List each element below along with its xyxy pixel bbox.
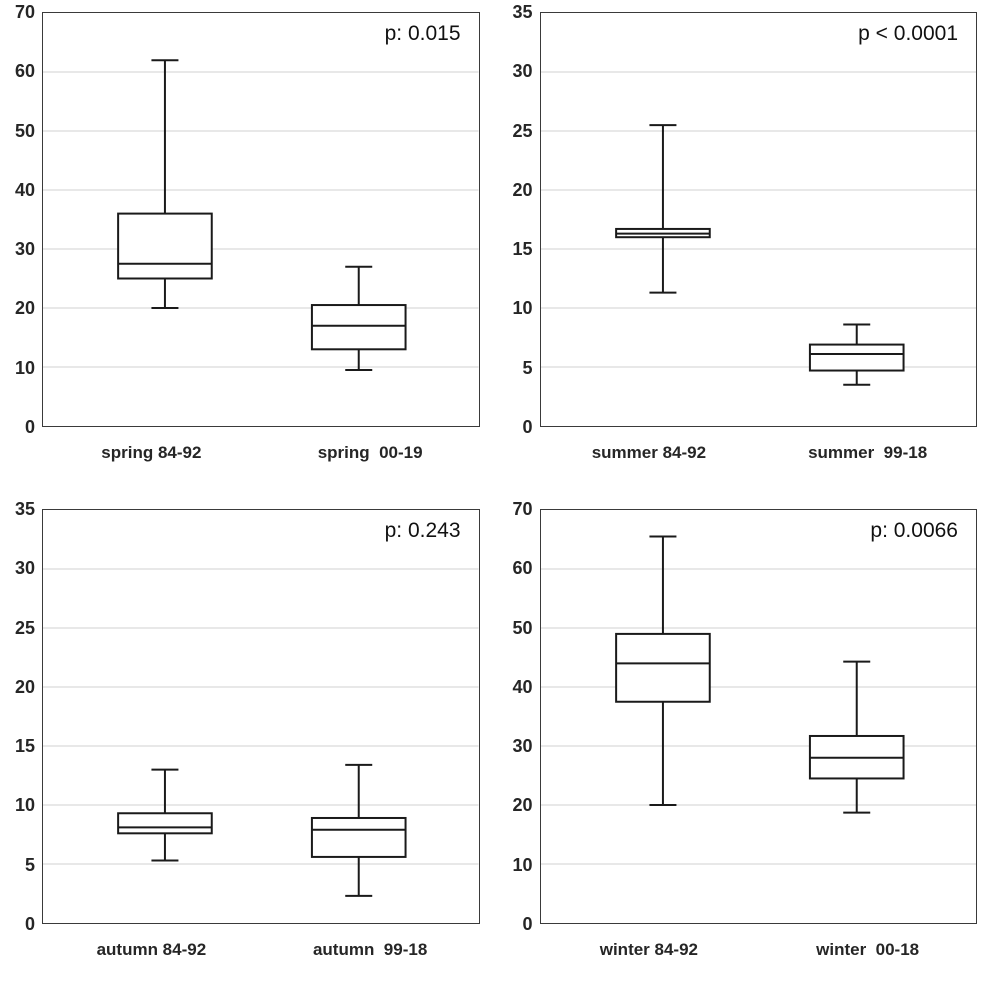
y-axis-winter: 0 10 20 30 40 50 60 70: [500, 499, 540, 934]
category-label: summer 84-92: [591, 443, 707, 462]
category-label: spring 84-92: [101, 443, 202, 462]
p-value-label: p: 0.015: [384, 22, 461, 45]
y-tick-label: 25: [512, 120, 533, 141]
y-tick-label: 35: [14, 499, 35, 519]
boxplot-panel-spring: 0 10 20 30 40 50 60 70 p: 0.015 spring 84-92 sp…: [0, 0, 498, 497]
y-axis-autumn: 0 5 10 15 20 25 30 35: [2, 499, 42, 934]
boxplot-svg-winter: [540, 535, 976, 865]
plot-area-autumn: p: 0.243: [42, 509, 480, 924]
y-tick-label: 5: [24, 854, 35, 875]
y-tick-label: 30: [14, 558, 35, 579]
y-tick-label: 25: [14, 617, 35, 638]
y-tick-label: 10: [512, 298, 533, 319]
boxplot-panel-winter: 0 10 20 30 40 50 60 70 p: 0.0066 winter 84-92 w…: [498, 497, 995, 994]
category-label: winter 00-18: [816, 940, 920, 959]
y-tick-label: 70: [512, 499, 533, 519]
y-tick-label: 20: [512, 795, 533, 816]
boxplot-svg-summer: [540, 71, 976, 386]
y-tick-label: 35: [512, 2, 533, 22]
y-tick-label: 0: [24, 417, 35, 437]
x-axis-summer: summer 84-92 summer 99-18: [540, 427, 978, 497]
y-tick-label: 10: [512, 854, 533, 875]
y-tick-label: 70: [14, 2, 35, 22]
x-axis-winter: winter 84-92 winter 00-18: [540, 924, 978, 994]
p-value-label: p: 0.0066: [870, 519, 958, 542]
p-value-label: p < 0.0001: [858, 22, 958, 45]
y-tick-label: 15: [512, 239, 533, 260]
category-label: summer 99-18: [808, 443, 928, 462]
category-label: spring 00-19: [317, 443, 423, 462]
x-axis-spring: spring 84-92 spring 00-19: [42, 427, 480, 497]
y-tick-label: 30: [512, 736, 533, 757]
category-label: autumn 84-92: [96, 940, 207, 959]
y-tick-label: 30: [512, 61, 533, 82]
y-tick-label: 40: [14, 179, 35, 200]
y-tick-label: 0: [522, 417, 533, 437]
y-tick-label: 60: [512, 558, 533, 579]
y-tick-label: 0: [522, 914, 533, 934]
y-tick-label: 10: [14, 357, 35, 378]
y-tick-label: 15: [14, 736, 35, 757]
y-tick-label: 20: [14, 298, 35, 319]
y-tick-label: 0: [24, 914, 35, 934]
y-tick-label: 30: [14, 239, 35, 260]
y-tick-label: 10: [14, 795, 35, 816]
y-tick-label: 40: [512, 676, 533, 697]
plot-area-winter: p: 0.0066: [539, 509, 977, 924]
y-tick-label: 20: [512, 179, 533, 200]
category-label: winter 84-92: [599, 940, 698, 959]
x-axis-autumn: autumn 84-92 autumn 99-18: [42, 924, 480, 994]
boxplot-panel-autumn: 0 5 10 15 20 25 30 35 p: 0.243 autumn 84-92 aut…: [0, 497, 498, 994]
p-value-label: p: 0.243: [384, 519, 461, 542]
y-tick-label: 60: [14, 61, 35, 82]
boxplot-svg-autumn: [43, 568, 479, 897]
y-tick-label: 5: [522, 357, 533, 378]
y-tick-label: 50: [512, 617, 533, 638]
y-tick-label: 20: [14, 676, 35, 697]
boxplot-svg-spring: [43, 59, 479, 371]
category-label: autumn 99-18: [312, 940, 428, 959]
y-axis-summer: 0 5 10 15 20 25 30 35: [500, 2, 540, 437]
y-axis-spring: 0 10 20 30 40 50 60 70: [2, 2, 42, 437]
plot-area-summer: p < 0.0001: [539, 12, 977, 427]
y-tick-label: 50: [14, 120, 35, 141]
plot-area-spring: p: 0.015: [42, 12, 480, 427]
boxplot-panel-summer: 0 5 10 15 20 25 30 35 p < 0.0001 summer 84-92 s…: [498, 0, 995, 497]
